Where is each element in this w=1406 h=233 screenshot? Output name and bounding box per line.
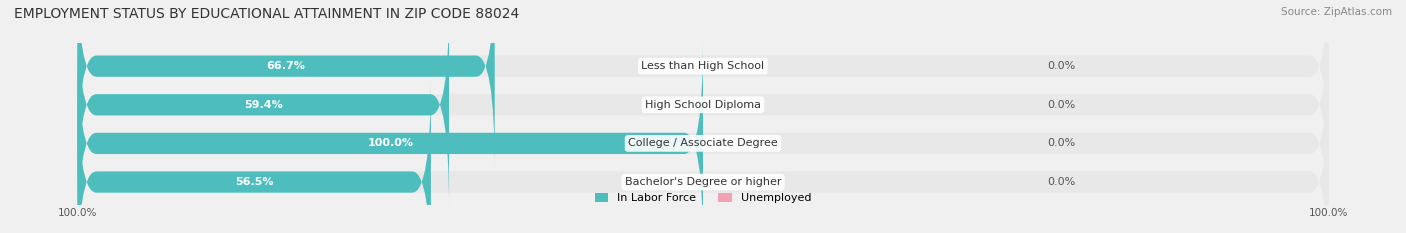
FancyBboxPatch shape: [77, 0, 449, 210]
FancyBboxPatch shape: [77, 77, 430, 233]
Text: Less than High School: Less than High School: [641, 61, 765, 71]
Text: Bachelor's Degree or higher: Bachelor's Degree or higher: [624, 177, 782, 187]
Legend: In Labor Force, Unemployed: In Labor Force, Unemployed: [591, 189, 815, 208]
FancyBboxPatch shape: [77, 38, 1329, 233]
Text: Source: ZipAtlas.com: Source: ZipAtlas.com: [1281, 7, 1392, 17]
FancyBboxPatch shape: [77, 77, 1329, 233]
Text: 66.7%: 66.7%: [267, 61, 305, 71]
FancyBboxPatch shape: [77, 0, 495, 171]
Text: 59.4%: 59.4%: [243, 100, 283, 110]
Text: 0.0%: 0.0%: [1047, 100, 1076, 110]
Text: 0.0%: 0.0%: [1047, 61, 1076, 71]
FancyBboxPatch shape: [77, 0, 1329, 210]
FancyBboxPatch shape: [77, 38, 703, 233]
Text: High School Diploma: High School Diploma: [645, 100, 761, 110]
Text: 56.5%: 56.5%: [235, 177, 274, 187]
FancyBboxPatch shape: [77, 0, 1329, 171]
Text: 0.0%: 0.0%: [1047, 138, 1076, 148]
Text: EMPLOYMENT STATUS BY EDUCATIONAL ATTAINMENT IN ZIP CODE 88024: EMPLOYMENT STATUS BY EDUCATIONAL ATTAINM…: [14, 7, 519, 21]
Text: 100.0%: 100.0%: [367, 138, 413, 148]
Text: 0.0%: 0.0%: [1047, 177, 1076, 187]
Text: College / Associate Degree: College / Associate Degree: [628, 138, 778, 148]
